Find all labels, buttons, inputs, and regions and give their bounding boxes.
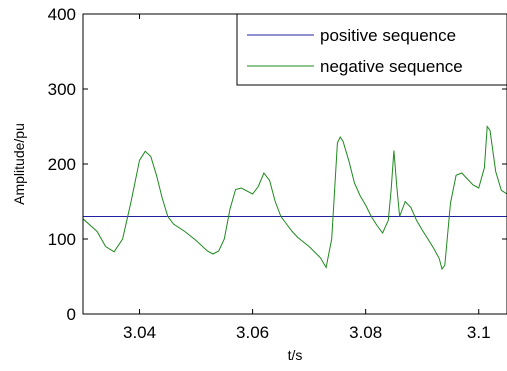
y-tick-label: 200 (48, 155, 76, 174)
x-tick-label: 3.06 (236, 323, 269, 342)
y-tick-label: 300 (48, 80, 76, 99)
x-tick-label: 3.04 (123, 323, 156, 342)
legend-label-negative: negative sequence (320, 57, 463, 76)
y-tick-label: 100 (48, 230, 76, 249)
y-axis-label: Amplitude/pu (11, 123, 27, 205)
legend-box (236, 13, 507, 86)
y-tick-label: 0 (67, 305, 76, 324)
y-tick-label: 400 (48, 5, 76, 24)
series-line-negative-sequence (83, 125, 507, 271)
x-axis-label: t/s (288, 347, 303, 363)
x-tick-label: 3.1 (467, 323, 491, 342)
legend: positive sequence negative sequence (236, 13, 507, 86)
x-tick-label: 3.08 (349, 323, 382, 342)
series-layer (83, 125, 507, 271)
legend-label-positive: positive sequence (320, 26, 456, 45)
tick-layer: 3.04 3.06 3.08 3.1 0 100 200 300 400 (48, 5, 507, 342)
